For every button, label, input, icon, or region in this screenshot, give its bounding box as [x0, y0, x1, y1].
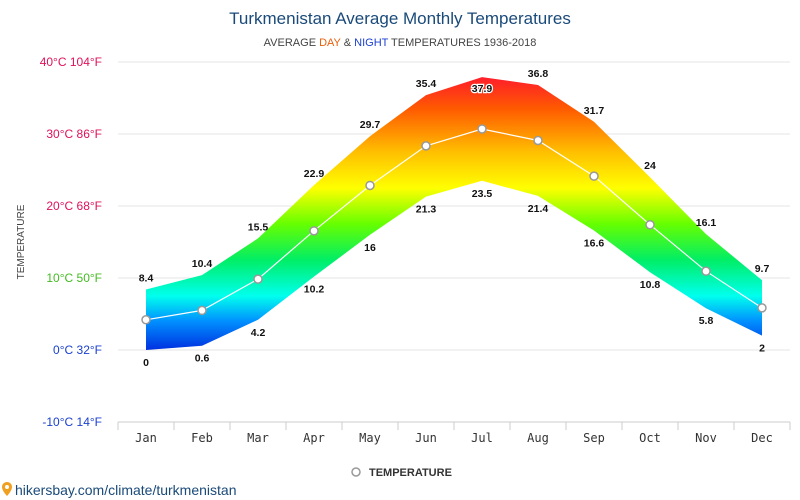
day-value-label-jun: 35.4 [416, 78, 437, 90]
night-value-label-aug: 21.4 [528, 203, 549, 215]
day-value-label-jul: 37.9 [472, 83, 493, 95]
x-tick-label-apr: Apr [303, 431, 325, 445]
night-value-label-jul: 23.5 [472, 188, 493, 200]
mean-point-apr[interactable] [309, 226, 319, 236]
night-value-label-nov: 5.8 [699, 315, 714, 327]
mean-temperature-series [141, 124, 767, 325]
mean-point-jul[interactable] [477, 124, 487, 134]
footer-link[interactable]: hikersbay.com/climate/turkmenistan [2, 482, 236, 498]
day-value-label-mar: 15.5 [248, 221, 269, 233]
legend-marker-icon [351, 467, 361, 477]
day-value-label-jan: 8.4 [139, 273, 154, 285]
night-value-label-mar: 4.2 [251, 327, 266, 339]
mean-point-feb[interactable] [197, 305, 207, 316]
mean-point-dec[interactable] [757, 303, 767, 313]
subtitle-suffix: TEMPERATURES 1936-2018 [388, 37, 536, 49]
day-value-label-apr: 22.9 [304, 168, 325, 180]
subtitle-prefix: AVERAGE [264, 37, 319, 49]
subtitle-day: DAY [319, 37, 341, 49]
x-tick-label-may: May [359, 431, 381, 445]
mean-point-mar[interactable] [253, 274, 263, 284]
day-value-label-aug: 36.8 [528, 68, 549, 80]
x-tick-label-jul: Jul [471, 431, 493, 445]
day-value-label-sep: 31.7 [584, 105, 605, 117]
footer-url: hikersbay.com/climate/turkmenistan [15, 482, 236, 498]
day-value-label-may: 29.7 [360, 119, 381, 131]
legend-label: TEMPERATURE [369, 467, 452, 479]
mean-point-oct[interactable] [645, 219, 655, 230]
x-tick-label-feb: Feb [191, 431, 213, 445]
y-axis-title: TEMPERATURE [16, 204, 27, 279]
subtitle-middle: & [341, 37, 354, 49]
temperature-band [146, 77, 762, 350]
day-value-label-oct: 24 [644, 160, 656, 172]
mean-point-jun[interactable] [421, 141, 431, 151]
day-night-band [146, 77, 762, 350]
night-value-label-feb: 0.6 [195, 353, 210, 365]
x-tick-label-jun: Jun [415, 431, 437, 445]
y-tick-label-4: 0°C 32°F [53, 343, 102, 357]
day-value-label-feb: 10.4 [192, 258, 213, 270]
y-tick-label-1: 30°C 86°F [46, 127, 102, 141]
chart-title: Turkmenistan Average Monthly Temperature… [229, 9, 571, 28]
y-tick-label-5: -10°C 14°F [42, 415, 102, 429]
legend[interactable]: TEMPERATURE [351, 467, 452, 479]
mean-point-sep[interactable] [589, 171, 599, 181]
mean-point-nov[interactable] [701, 266, 711, 276]
mean-temperature-line [145, 128, 763, 321]
x-tick-label-nov: Nov [695, 431, 717, 445]
y-tick-label-2: 20°C 68°F [46, 199, 102, 213]
night-value-label-oct: 10.8 [640, 279, 661, 291]
data-labels: 8.410.415.522.929.735.4 37.936.831.72416.… [139, 68, 770, 369]
day-value-label-nov: 16.1 [696, 217, 717, 229]
x-tick-label-dec: Dec [751, 431, 773, 445]
x-tick-label-oct: Oct [639, 431, 661, 445]
x-axis: Jan Feb Mar Apr May Jun Jul Aug Sep Oct Nov Dec [117, 421, 791, 445]
night-value-label-jun: 21.3 [416, 204, 437, 216]
x-tick-label-aug: Aug [527, 431, 549, 445]
night-value-label-dec: 2 [759, 343, 765, 355]
night-value-label-sep: 16.6 [584, 237, 605, 249]
y-axis: 40°C 104°F 30°C 86°F 20°C 68°F 10°C 50°F 0°C… [40, 55, 102, 429]
chart-subtitle: AVERAGE DAY & NIGHT TEMPERATURES 1936-20… [264, 37, 537, 49]
subtitle-night: NIGHT [354, 37, 389, 49]
mean-point-may[interactable] [365, 180, 375, 191]
x-tick-label-sep: Sep [583, 431, 605, 445]
y-tick-label-3: 10°C 50°F [46, 271, 102, 285]
mean-point-jan[interactable] [141, 315, 151, 325]
x-tick-label-jan: Jan [135, 431, 157, 445]
night-value-label-may: 16 [364, 242, 376, 254]
day-value-label-dec: 9.7 [755, 263, 770, 275]
location-pin-icon [2, 482, 12, 496]
x-tick-label-mar: Mar [247, 431, 269, 445]
night-value-label-apr: 10.2 [304, 284, 325, 296]
y-tick-label-0: 40°C 104°F [40, 55, 102, 69]
night-value-label-jan: 0 [143, 357, 149, 369]
mean-point-aug[interactable] [533, 135, 543, 146]
